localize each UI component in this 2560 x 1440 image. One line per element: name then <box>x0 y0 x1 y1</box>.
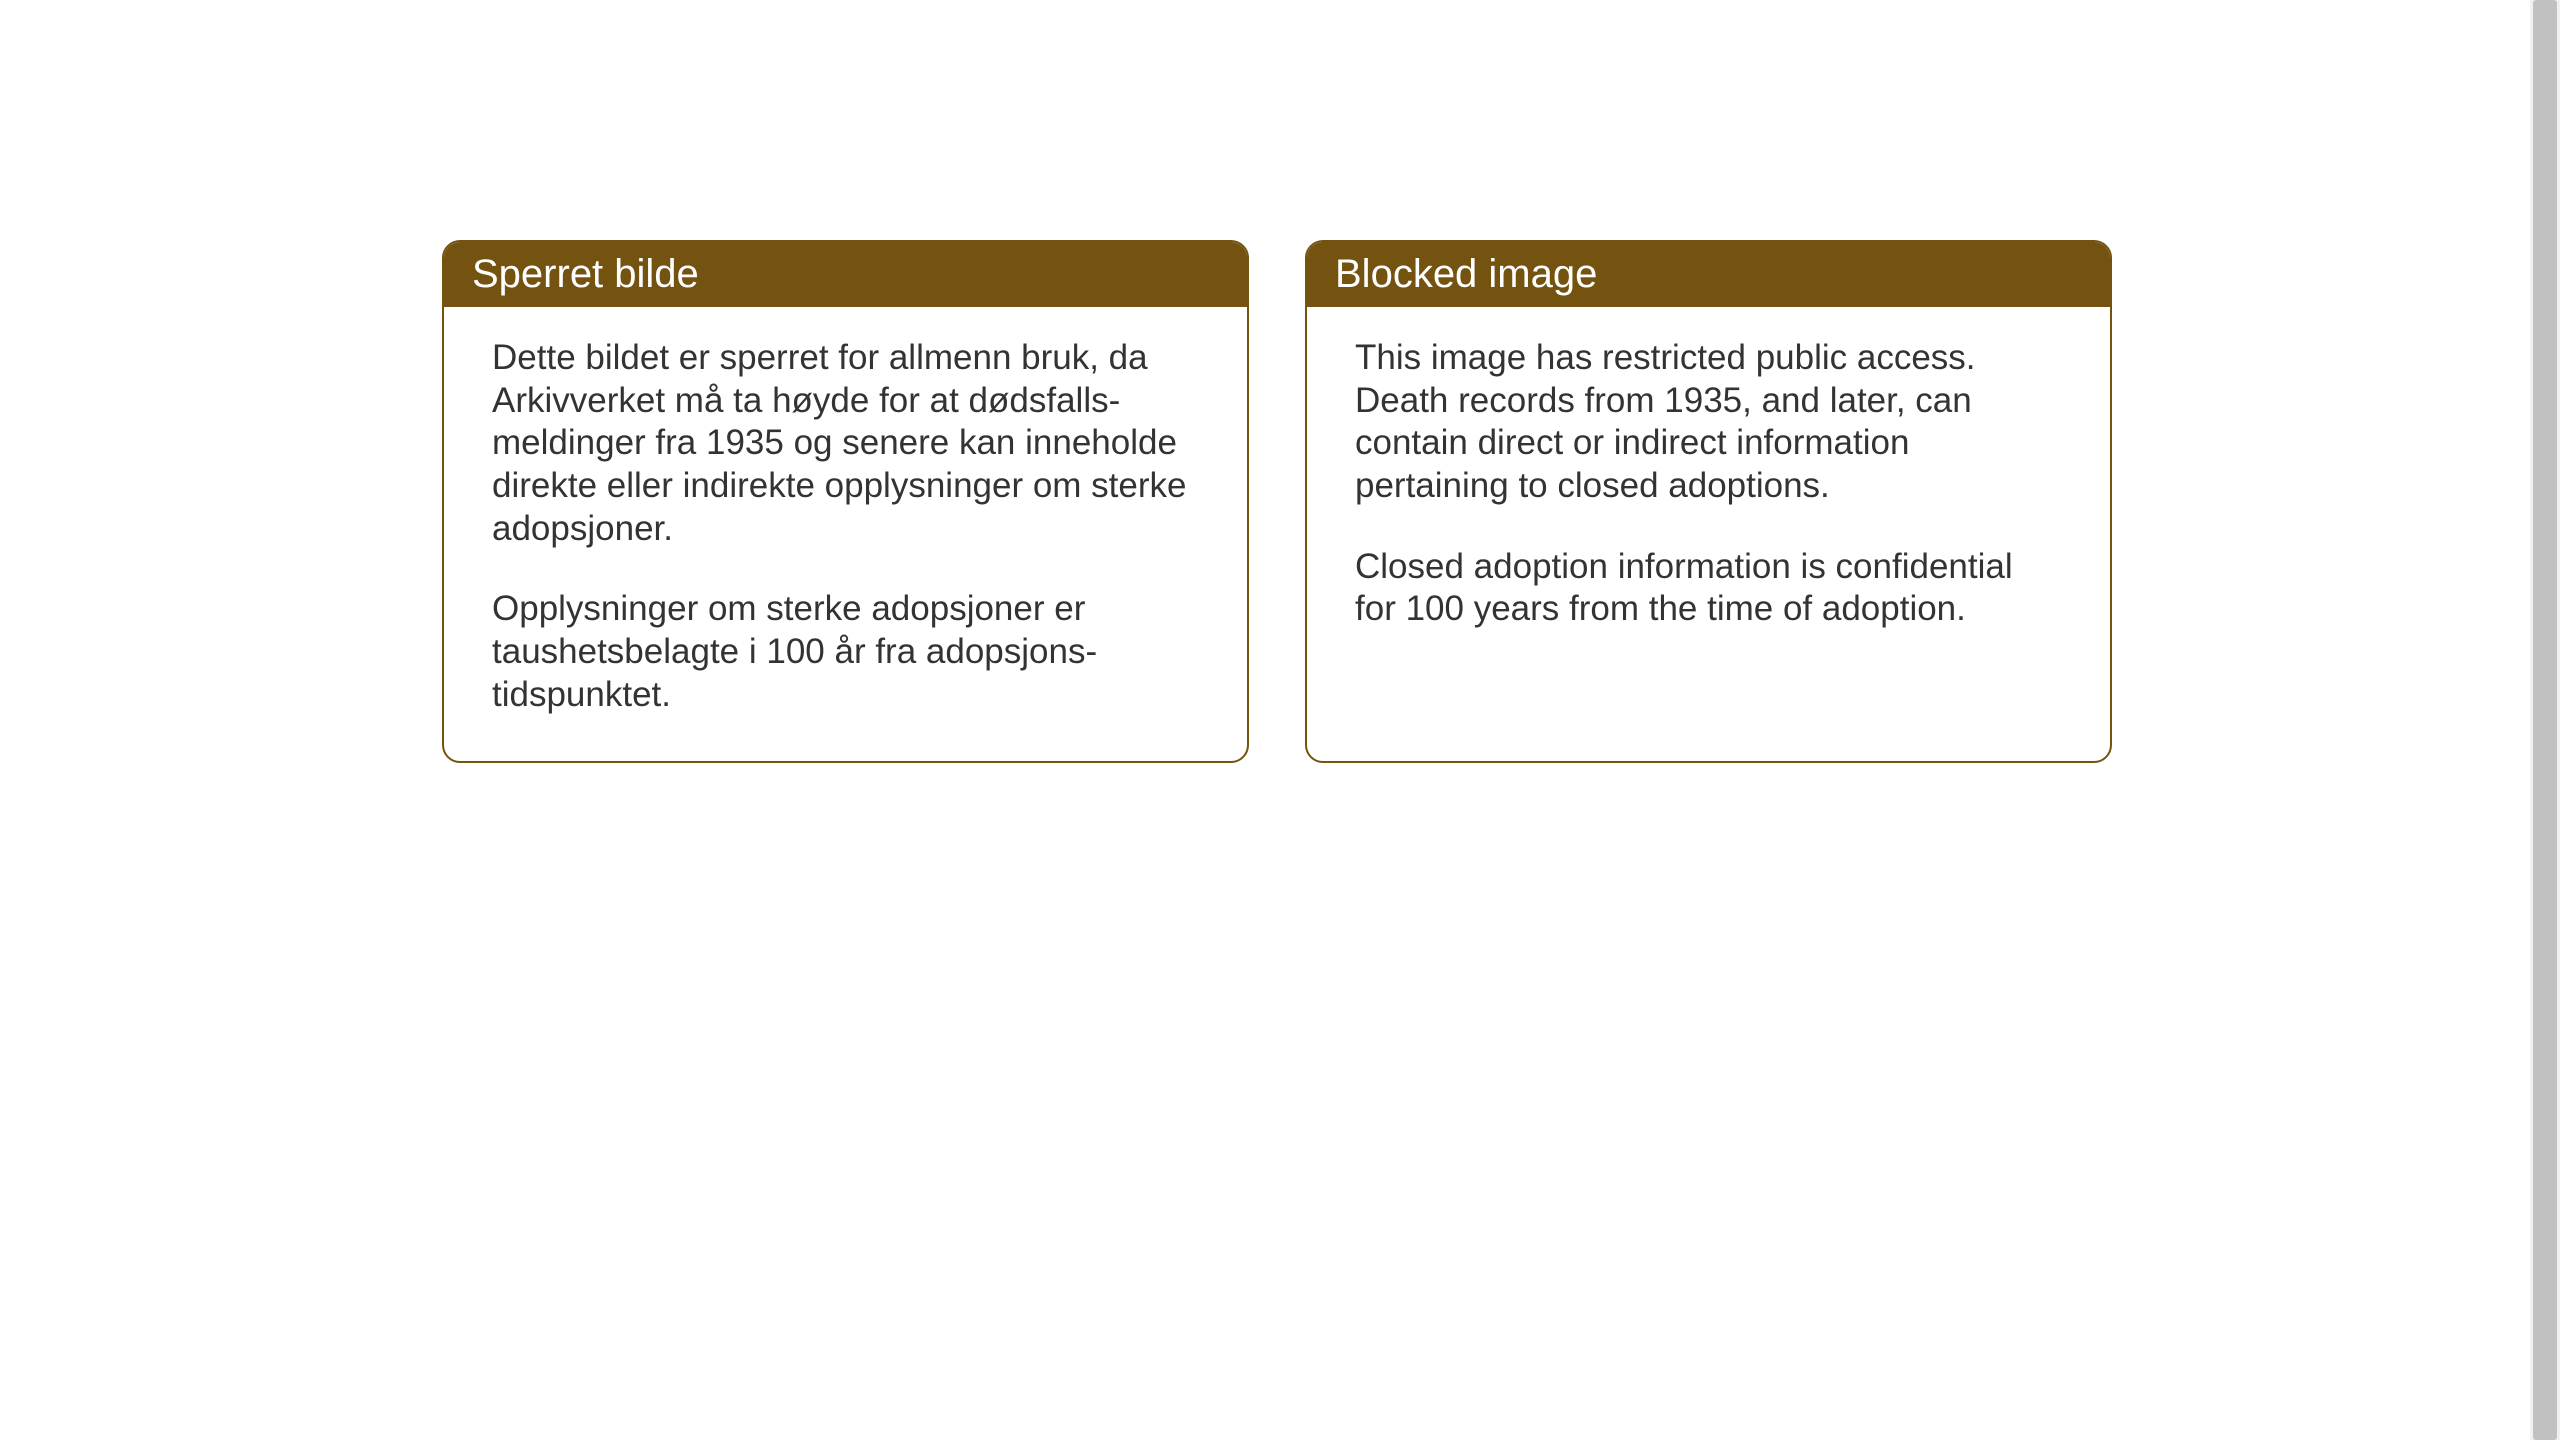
vertical-scrollbar[interactable] <box>2530 0 2560 1440</box>
card-title-english: Blocked image <box>1335 252 1597 296</box>
card-body-norwegian: Dette bildet er sperret for allmenn bruk… <box>444 307 1247 761</box>
card-body-english: This image has restricted public access.… <box>1307 307 2110 675</box>
notice-container: Sperret bilde Dette bildet er sperret fo… <box>442 240 2112 763</box>
card-paragraph-norwegian-2: Opplysninger om sterke adopsjoner er tau… <box>492 588 1199 716</box>
card-paragraph-english-2: Closed adoption information is confident… <box>1355 546 2062 631</box>
card-header-english: Blocked image <box>1307 242 2110 307</box>
card-header-norwegian: Sperret bilde <box>444 242 1247 307</box>
card-title-norwegian: Sperret bilde <box>472 252 699 296</box>
notice-card-norwegian: Sperret bilde Dette bildet er sperret fo… <box>442 240 1249 763</box>
card-paragraph-norwegian-1: Dette bildet er sperret for allmenn bruk… <box>492 337 1199 550</box>
card-paragraph-english-1: This image has restricted public access.… <box>1355 337 2062 508</box>
scrollbar-thumb[interactable] <box>2533 0 2557 1440</box>
notice-card-english: Blocked image This image has restricted … <box>1305 240 2112 763</box>
